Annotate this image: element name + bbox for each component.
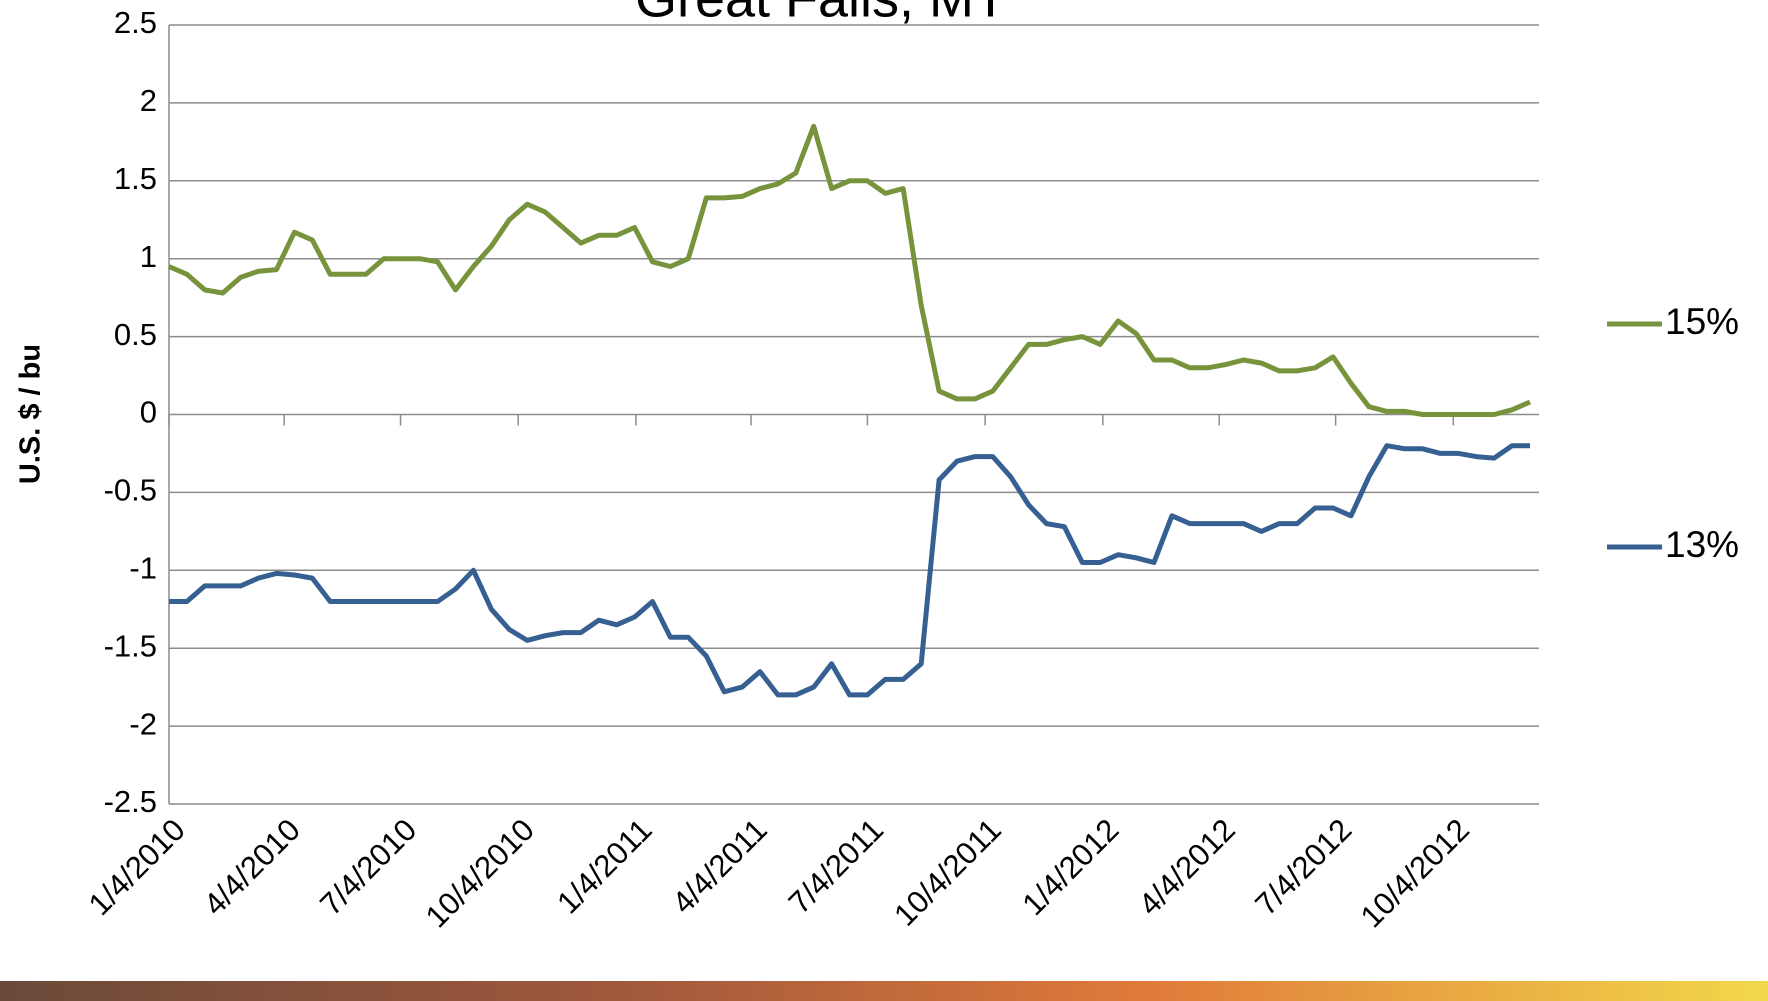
series-line — [169, 126, 1530, 414]
x-tick-label: 1/4/2012 — [1015, 812, 1125, 922]
y-tick-label: -2 — [129, 706, 157, 741]
y-tick-label: -1.5 — [104, 628, 157, 663]
y-tick-label: 1 — [140, 239, 157, 274]
x-tick-label: 7/4/2012 — [1248, 812, 1358, 922]
y-tick-label: 0.5 — [114, 317, 157, 352]
x-tick-label: 4/4/2011 — [665, 812, 773, 920]
x-tick-label: 4/4/2010 — [197, 812, 307, 922]
legend-label: 15% — [1665, 301, 1739, 342]
x-tick-label: 10/4/2011 — [887, 812, 1008, 933]
decor-strip — [0, 981, 1768, 1001]
y-tick-label: -1 — [129, 550, 157, 585]
x-tick-label: 10/4/2012 — [1354, 812, 1476, 934]
legend-label: 13% — [1665, 524, 1739, 565]
chart-title: Great Falls, MT — [635, 0, 1007, 28]
x-tick-label: 7/4/2010 — [313, 812, 423, 922]
y-tick-label: -0.5 — [104, 473, 157, 508]
y-tick-label: -2.5 — [104, 784, 157, 819]
y-tick-label: 0 — [140, 395, 157, 430]
chart: Great Falls, MT U.S. $ / bu -2.5 -2 -1.5 -1… — [0, 0, 1768, 1001]
x-tick-label: 1/4/2010 — [82, 812, 192, 922]
x-tick-label: 7/4/2011 — [782, 812, 890, 920]
x-tick-label: 4/4/2012 — [1132, 812, 1242, 922]
x-tick-label: 1/4/2011 — [550, 812, 658, 920]
y-tick-label: 1.5 — [114, 161, 157, 196]
y-tick-label: 2.5 — [114, 5, 157, 40]
x-tick-label: 10/4/2010 — [419, 812, 541, 934]
y-tick-label: 2 — [140, 83, 157, 118]
y-axis-label: U.S. $ / bu — [15, 344, 47, 484]
